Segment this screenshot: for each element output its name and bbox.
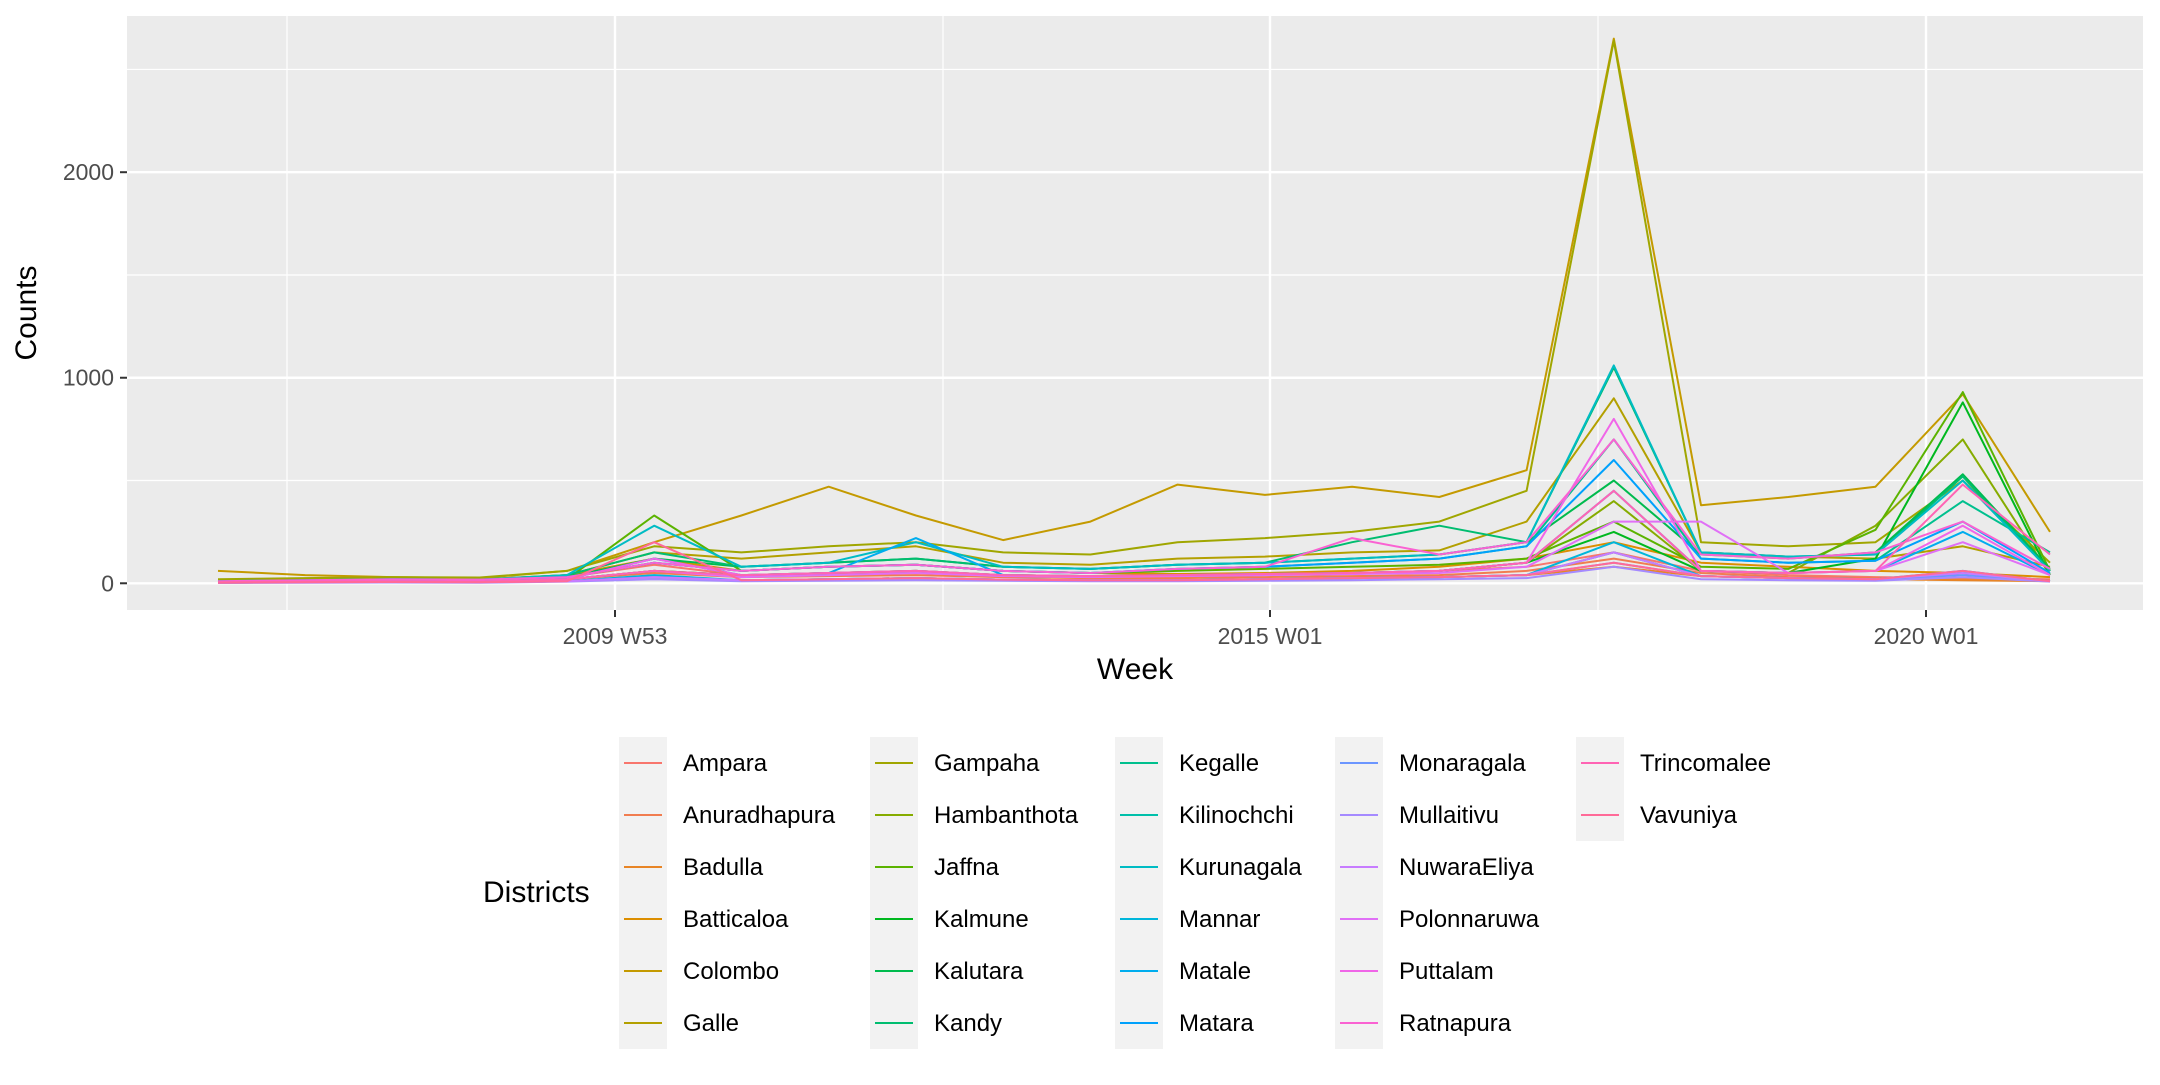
legend: Districts Ampara Anuradhapura Badulla Batti… <box>483 737 1771 1049</box>
panel-background <box>127 16 2143 610</box>
legend-label: Matara <box>1179 1010 1254 1037</box>
legend-label: Vavuniya <box>1640 802 1738 829</box>
x-tick-label: 2009 W53 <box>563 623 668 649</box>
legend-item-kilinochchi: Kilinochchi <box>1115 789 1294 841</box>
legend-item-galle: Galle <box>619 997 739 1049</box>
legend-label: Jaffna <box>934 854 1000 881</box>
legend-item-kandy: Kandy <box>870 997 1002 1049</box>
legend-item-vavuniya: Vavuniya <box>1576 789 1738 841</box>
legend-item-ratnapura: Ratnapura <box>1335 997 1512 1049</box>
x-tick-label: 2015 W01 <box>1218 623 1323 649</box>
legend-label: Kilinochchi <box>1179 802 1294 829</box>
legend-label: Hambanthota <box>934 802 1079 829</box>
y-axis-label: Counts <box>10 265 43 360</box>
x-axis-label: Week <box>1097 653 1174 686</box>
legend-item-batticaloa: Batticaloa <box>619 893 789 945</box>
legend-item-matale: Matale <box>1115 945 1251 997</box>
legend-label: Puttalam <box>1399 958 1494 985</box>
legend-label: Kandy <box>934 1010 1002 1037</box>
legend-title: Districts <box>483 876 590 909</box>
legend-label: Colombo <box>683 958 779 985</box>
series-line-vavuniya <box>217 541 2051 584</box>
legend-label: Badulla <box>683 854 764 881</box>
legend-item-gampaha: Gampaha <box>870 737 1040 789</box>
x-tick-label: 2020 W01 <box>1874 623 1979 649</box>
legend-item-ampara: Ampara <box>619 737 768 789</box>
legend-item-jaffna: Jaffna <box>870 841 1000 893</box>
legend-item-kalutara: Kalutara <box>870 945 1024 997</box>
legend-label: Monaragala <box>1399 750 1526 777</box>
legend-item-kegalle: Kegalle <box>1115 737 1259 789</box>
legend-label: Mullaitivu <box>1399 802 1499 829</box>
legend-item-kurunagala: Kurunagala <box>1115 841 1302 893</box>
legend-label: Kalutara <box>934 958 1024 985</box>
legend-item-mannar: Mannar <box>1115 893 1260 945</box>
legend-label: Kalmune <box>934 906 1029 933</box>
legend-label: Ratnapura <box>1399 1010 1512 1037</box>
legend-label: Ampara <box>683 750 768 777</box>
legend-label: NuwaraEliya <box>1399 854 1534 881</box>
y-tick-label: 1000 <box>63 365 114 391</box>
series-line-trincomalee <box>217 483 2051 584</box>
legend-item-puttalam: Puttalam <box>1335 945 1494 997</box>
legend-label: Batticaloa <box>683 906 789 933</box>
legend-label: Kegalle <box>1179 750 1259 777</box>
series-line-gampaha <box>217 39 2051 581</box>
legend-label: Trincomalee <box>1640 750 1771 777</box>
legend-label: Galle <box>683 1010 739 1037</box>
legend-item-mullaitivu: Mullaitivu <box>1335 789 1499 841</box>
axes: 0 1000 2000 2009 W53 2015 W01 2020 W01 <box>63 159 1979 649</box>
legend-item-polonnaruwa: Polonnaruwa <box>1335 893 1540 945</box>
legend-label: Gampaha <box>934 750 1040 777</box>
legend-item-trincomalee: Trincomalee <box>1576 737 1771 789</box>
legend-item-hambanthota: Hambanthota <box>870 789 1079 841</box>
legend-label: Kurunagala <box>1179 854 1302 881</box>
legend-item-anuradhapura: Anuradhapura <box>619 789 836 841</box>
y-tick-label: 2000 <box>63 159 114 185</box>
legend-item-monaragala: Monaragala <box>1335 737 1526 789</box>
legend-item-colombo: Colombo <box>619 945 779 997</box>
legend-label: Mannar <box>1179 906 1260 933</box>
series-lines <box>217 37 2051 584</box>
series-line-ratnapura <box>217 438 2051 583</box>
y-tick-label: 0 <box>101 570 114 596</box>
legend-item-badulla: Badulla <box>619 841 764 893</box>
legend-item-kalmune: Kalmune <box>870 893 1029 945</box>
legend-item-nuwaraeliya: NuwaraEliya <box>1335 841 1534 893</box>
legend-label: Anuradhapura <box>683 802 836 829</box>
legend-label: Polonnaruwa <box>1399 906 1540 933</box>
legend-item-matara: Matara <box>1115 997 1254 1049</box>
legend-label: Matale <box>1179 958 1251 985</box>
